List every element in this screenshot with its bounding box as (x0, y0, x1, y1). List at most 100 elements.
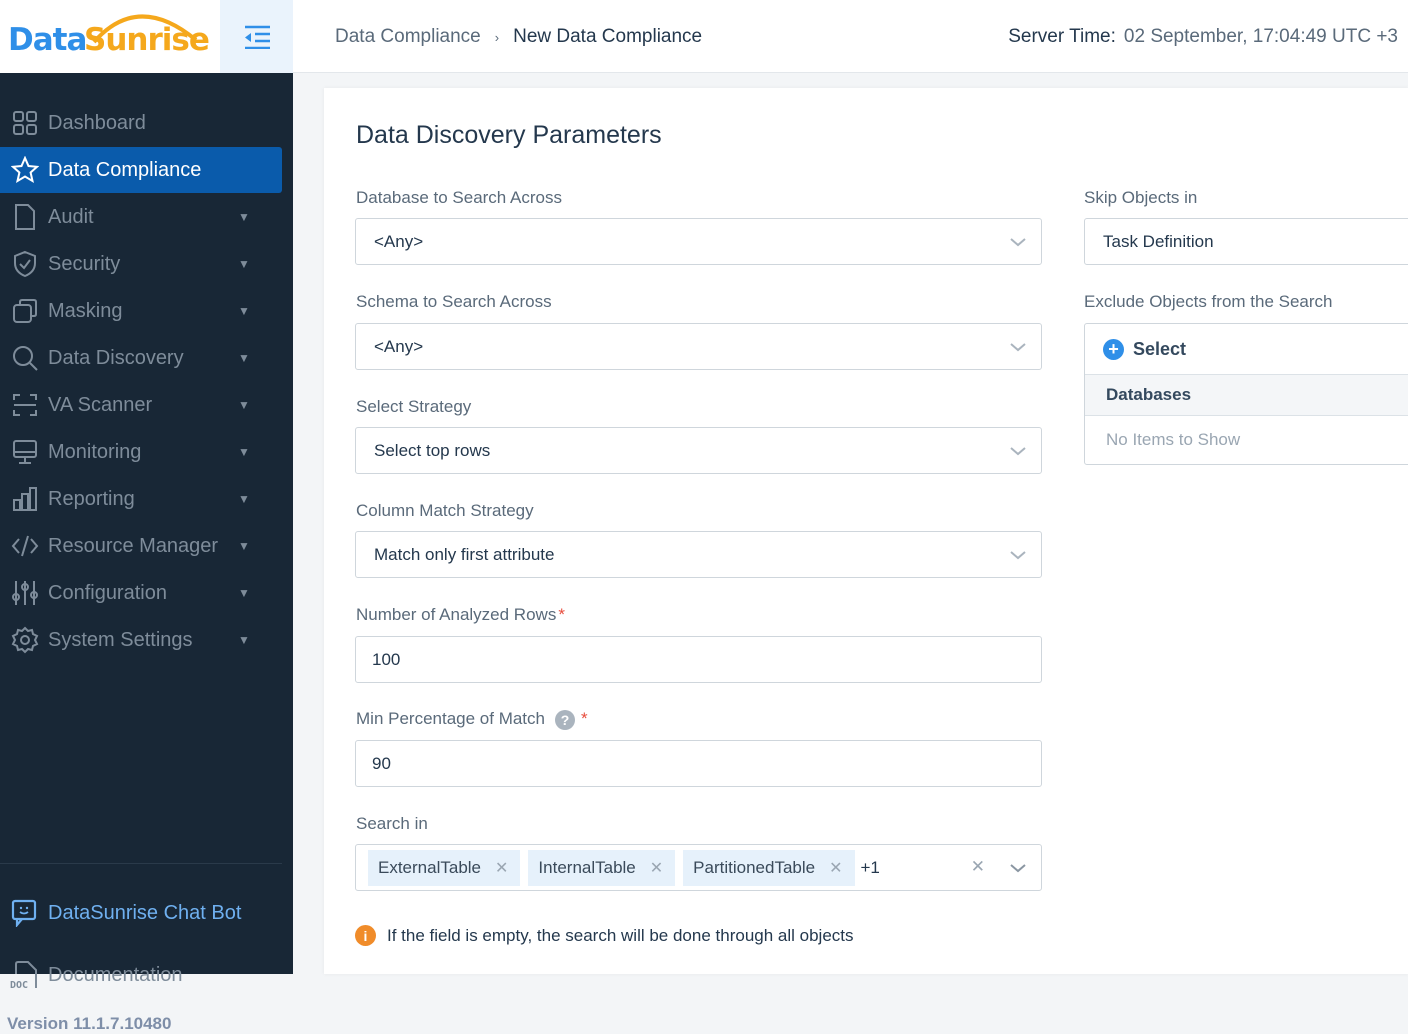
sidebar-item-va-scanner[interactable]: VA Scanner ▼ (0, 382, 282, 428)
min-pct-input[interactable]: 90 (355, 740, 1042, 787)
min-pct-label-text: Min Percentage of Match (356, 709, 545, 728)
code-icon (0, 532, 48, 560)
server-time-value: 02 September, 17:04:49 UTC +3 (1123, 26, 1398, 47)
database-select[interactable]: <Any> (355, 218, 1042, 265)
rows-label-text: Number of Analyzed Rows (356, 605, 557, 624)
tag-label: InternalTable (538, 857, 636, 877)
chevron-down-icon: ▼ (238, 445, 250, 459)
sidebar-item-label: System Settings (48, 628, 193, 651)
min-pct-label: Min Percentage of Match? * (356, 709, 588, 730)
required-marker: * (558, 605, 565, 624)
menu-collapse-icon (244, 25, 270, 49)
documentation-link[interactable]: DOC Documentation (0, 955, 183, 995)
sidebar-item-resource-manager[interactable]: Resource Manager ▼ (0, 523, 282, 569)
gear-icon (0, 626, 48, 654)
chevron-down-icon[interactable] (1009, 859, 1027, 877)
rows-input[interactable]: 100 (355, 636, 1042, 683)
select-objects-button[interactable]: + Select (1085, 324, 1408, 375)
star-icon (0, 156, 48, 184)
info-icon: i (355, 925, 376, 946)
remove-tag-icon[interactable]: ✕ (495, 859, 509, 877)
remove-tag-icon[interactable]: ✕ (829, 859, 843, 877)
strategy-value: Select top rows (374, 440, 491, 460)
chevron-right-icon: › (494, 29, 500, 45)
strategy-select[interactable]: Select top rows (355, 427, 1042, 474)
plus-circle-icon: + (1103, 338, 1124, 360)
min-pct-value: 90 (372, 753, 391, 773)
sidebar-item-label: Monitoring (48, 440, 142, 463)
collapse-sidebar-button[interactable] (220, 0, 293, 73)
monitor-icon (0, 438, 48, 466)
sidebar-item-label: Configuration (48, 581, 167, 604)
documentation-label: Documentation (48, 963, 183, 986)
help-icon[interactable]: ? (554, 709, 575, 730)
top-bar: Data Compliance › New Data Compliance Se… (293, 0, 1408, 73)
chevron-down-icon (1010, 238, 1026, 247)
rows-label: Number of Analyzed Rows * (356, 605, 565, 625)
logo[interactable]: Data Sunrise (0, 0, 220, 73)
sidebar-item-label: Security (48, 252, 121, 275)
chevron-down-icon: ▼ (238, 210, 250, 224)
schema-label: Schema to Search Across (356, 292, 552, 311)
schema-select[interactable]: <Any> (355, 323, 1042, 370)
sidebar-item-label: Dashboard (48, 111, 146, 134)
chevron-down-icon: ▼ (238, 398, 250, 412)
svg-text:DOC: DOC (10, 980, 28, 990)
sidebar-item-label: Masking (48, 299, 123, 322)
server-time: Server Time: 02 September, 17:04:49 UTC +… (1008, 26, 1398, 48)
sidebar-item-dashboard[interactable]: Dashboard (0, 100, 282, 146)
database-label: Database to Search Across (356, 188, 563, 207)
remove-tag-icon[interactable]: ✕ (649, 859, 664, 877)
skip-value: Task Definition (1103, 231, 1214, 251)
tag-label: ExternalTable (378, 857, 482, 877)
column-match-value: Match only first attribute (374, 544, 555, 564)
chevron-down-icon: ▼ (238, 304, 250, 318)
divider (0, 863, 282, 864)
sidebar-item-masking[interactable]: Masking ▼ (0, 288, 282, 334)
databases-header: Databases (1085, 375, 1408, 416)
chevron-down-icon (1010, 551, 1026, 560)
sidebar-item-configuration[interactable]: Configuration ▼ (0, 570, 282, 616)
required-marker: * (580, 709, 588, 728)
search-in-multiselect[interactable]: ExternalTable ✕ InternalTable ✕ PartitionedT… (355, 844, 1042, 891)
search-in-tag: PartitionedTable ✕ (683, 849, 855, 886)
sidebar-item-data-compliance[interactable]: Data Compliance (0, 147, 282, 193)
sidebar-item-reporting[interactable]: Reporting ▼ (0, 476, 282, 522)
chevron-down-icon (1010, 343, 1026, 352)
rows-value: 100 (372, 649, 401, 669)
document-icon (0, 203, 48, 231)
chevron-down-icon: ▼ (238, 492, 250, 506)
info-note: i If the field is empty, the search will … (355, 925, 854, 946)
doc-icon: DOC (0, 960, 48, 990)
sidebar-item-audit[interactable]: Audit ▼ (0, 194, 282, 240)
sidebar-item-system-settings[interactable]: System Settings ▼ (0, 617, 282, 663)
sidebar-item-data-discovery[interactable]: Data Discovery ▼ (0, 335, 282, 381)
sidebar-item-label: Resource Manager (48, 534, 219, 557)
sidebar-item-security[interactable]: Security ▼ (0, 241, 282, 287)
database-value: <Any> (374, 231, 424, 251)
strategy-label: Select Strategy (356, 397, 472, 416)
schema-value: <Any> (374, 336, 424, 356)
breadcrumb-current: New Data Compliance (513, 26, 703, 47)
sidebar-item-label: Data Discovery (48, 346, 184, 369)
chat-bot-icon (0, 899, 48, 927)
column-match-select[interactable]: Match only first attribute (355, 531, 1042, 578)
chevron-down-icon: ▼ (238, 351, 250, 365)
chevron-down-icon (1010, 447, 1026, 456)
breadcrumb-data-compliance[interactable]: Data Compliance (335, 26, 481, 47)
skip-select[interactable]: Task Definition (1084, 218, 1408, 265)
search-in-label: Search in (356, 814, 428, 833)
chevron-down-icon: ▼ (238, 633, 250, 647)
sidebar-item-label: Reporting (48, 487, 135, 510)
tag-label: PartitionedTable (693, 857, 816, 877)
sidebar-item-label: Audit (48, 205, 94, 228)
sidebar-item-monitoring[interactable]: Monitoring ▼ (0, 429, 282, 475)
logo-text-sunrise: Sunrise (84, 22, 210, 58)
scanner-icon (0, 391, 48, 419)
chatbot-label: DataSunrise Chat Bot (48, 901, 242, 924)
server-time-label: Server Time: (1008, 26, 1116, 47)
clear-icon[interactable]: ✕ (970, 857, 985, 876)
chatbot-link[interactable]: DataSunrise Chat Bot (0, 893, 241, 933)
skip-label: Skip Objects in (1084, 188, 1198, 207)
search-in-tag: ExternalTable ✕ (368, 849, 521, 886)
